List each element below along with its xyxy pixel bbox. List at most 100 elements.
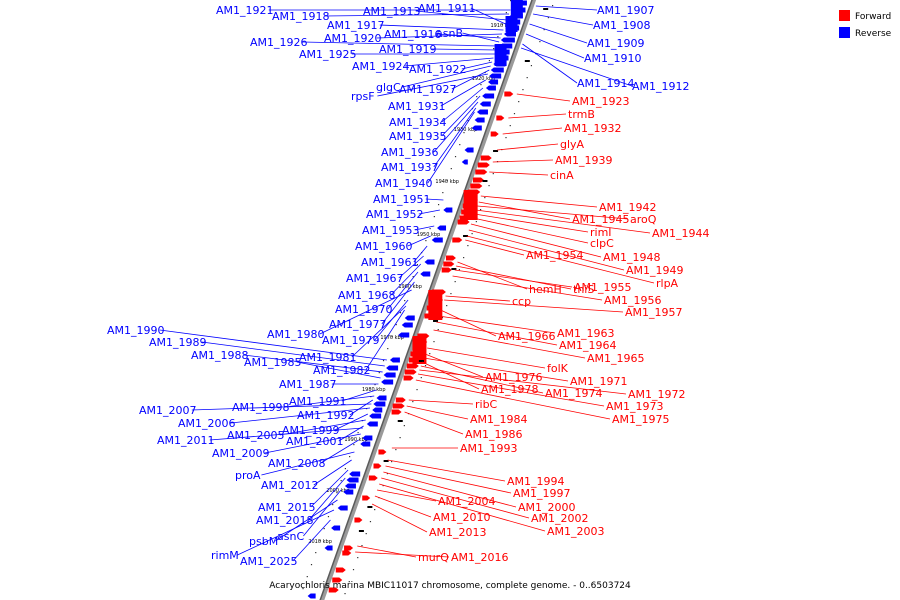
gene-label-forward: AM1_1974	[545, 387, 603, 400]
axis-dot	[450, 168, 452, 170]
gene-label-forward: ribC	[475, 398, 498, 411]
gene-connector	[440, 79, 486, 107]
gene-label-forward: ccp	[512, 295, 531, 308]
tick-label: 1990 kbp	[344, 437, 368, 443]
gene-connector	[433, 107, 477, 168]
gene-label-reverse: AM1_2005	[227, 429, 285, 442]
gene-connector	[466, 235, 655, 284]
gene-arrow	[373, 463, 382, 469]
gene-label-reverse: AM1_1982	[313, 364, 371, 377]
gene-connector	[387, 459, 506, 482]
legend-label: Reverse	[855, 29, 892, 39]
legend-label: Forward	[855, 12, 891, 22]
gene-label-forward: murQ	[418, 551, 449, 564]
axis-dot	[518, 101, 520, 103]
axis-dot	[501, 24, 503, 26]
gene-label-forward: AM1_1945	[572, 213, 630, 226]
gene-block	[412, 336, 427, 364]
gene-arrow	[420, 271, 431, 277]
gene-label-forward: hemH	[529, 283, 562, 296]
axis-dot	[416, 264, 419, 266]
gene-label-forward: AM1_1964	[559, 339, 617, 352]
gene-label-reverse: AM1_1908	[593, 19, 651, 32]
gene-connector	[302, 41, 498, 47]
axis-dot	[315, 552, 317, 554]
gene-label-reverse: AM1_1987	[279, 378, 337, 391]
gene-label-forward: AM1_1966	[498, 330, 556, 343]
gene-connector	[478, 201, 571, 220]
axis-dot	[530, 65, 533, 67]
axis-dot	[369, 521, 372, 523]
gene-label-reverse: glgC	[376, 81, 401, 94]
gene-connector	[381, 281, 415, 325]
axis-line	[319, 0, 533, 600]
gene-arrow	[443, 261, 455, 267]
gene-label-reverse: AM1_1951	[373, 193, 431, 206]
small-feature	[451, 268, 457, 270]
gene-label-forward: AM1_1963	[557, 327, 615, 340]
small-feature	[367, 506, 373, 508]
gene-label-forward: AM1_1956	[604, 294, 662, 307]
gene-label-forward: AM1_1965	[587, 352, 645, 365]
gene-label-forward: AM1_1993	[460, 442, 518, 455]
gene-connector	[529, 23, 588, 44]
axis-backbone	[320, 0, 537, 600]
gene-arrow	[485, 85, 496, 91]
gene-connector	[418, 209, 440, 215]
gene-connector	[413, 245, 428, 263]
gene-connector	[465, 239, 525, 256]
gene-label-reverse: AM1_1912	[632, 80, 690, 93]
gene-arrow	[443, 207, 453, 213]
gene-connector	[427, 347, 546, 369]
gene-connector	[404, 411, 464, 435]
axis-dot	[484, 72, 486, 74]
gene-arrow	[378, 449, 387, 455]
gene-connector	[387, 271, 419, 310]
axis-dot	[441, 317, 444, 319]
axis-dot	[344, 593, 346, 595]
small-feature	[383, 460, 389, 462]
gene-connector	[417, 373, 605, 407]
gene-arrow	[488, 79, 499, 85]
gene-arrow	[392, 403, 405, 409]
axis-dot	[429, 228, 431, 230]
gene-connector	[209, 427, 363, 441]
gene-label-forward: AM1_1942	[599, 201, 657, 214]
gene-connector	[525, 33, 585, 59]
gene-arrow	[389, 357, 400, 363]
gene-connector	[427, 111, 475, 184]
legend-swatch	[839, 27, 850, 38]
gene-arrow	[480, 155, 492, 161]
axis-dot	[442, 192, 444, 194]
gene-connector	[351, 305, 407, 358]
axis-dot	[412, 276, 414, 278]
gene-connector	[349, 399, 374, 416]
gene-arrow	[470, 183, 483, 189]
gene-connector	[296, 361, 381, 379]
gene-label-reverse: AM1_1920	[324, 32, 382, 45]
gene-connector	[230, 407, 371, 424]
axis-dot	[387, 348, 389, 350]
gene-connector	[357, 545, 417, 558]
gene-connector	[313, 459, 352, 486]
axis-dot	[412, 401, 414, 403]
axis-dot	[484, 197, 486, 199]
axis-dot	[446, 180, 448, 182]
gene-connector	[407, 235, 431, 247]
gene-connector	[334, 413, 369, 431]
gene-arrow	[354, 517, 363, 523]
gene-block	[505, 16, 518, 32]
gene-label-forward: AM1_2010	[433, 511, 491, 524]
gene-label-reverse: asnC	[277, 530, 304, 543]
gene-connector	[475, 209, 651, 234]
gene-connector	[376, 489, 437, 502]
gene-connector	[433, 101, 479, 153]
gene-block	[510, 0, 523, 18]
gene-arrow	[482, 93, 495, 99]
gene-label-reverse: AM1_1927	[399, 83, 457, 96]
gene-connector	[470, 7, 506, 25]
gene-label-reverse: AM1_1977	[329, 318, 387, 331]
gene-connector	[355, 551, 450, 558]
gene-label-reverse: AM1_2012	[261, 479, 319, 492]
axis-dot	[505, 12, 507, 14]
